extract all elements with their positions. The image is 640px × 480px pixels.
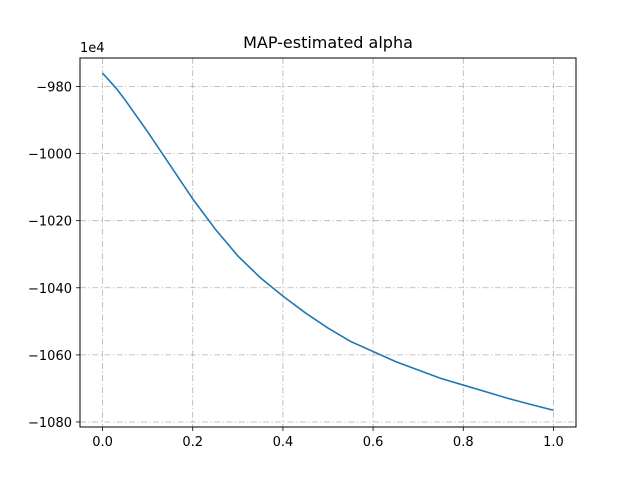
plot-frame (79, 57, 577, 428)
y-tick-label: −980 (36, 81, 72, 96)
y-offset-label: 1e4 (80, 41, 105, 56)
y-tick-label: −1080 (28, 416, 72, 431)
x-tick-label: 0.6 (363, 435, 384, 450)
y-tick-label: −1060 (28, 349, 72, 364)
x-tick-label: 0.2 (182, 435, 203, 450)
y-tick-label: −1020 (28, 215, 72, 230)
y-tick-label: −1000 (28, 148, 72, 163)
x-tick-label: 0.0 (92, 435, 113, 450)
y-axis: −980 −1000 −1020 −1040 −1060 −1080 (28, 81, 80, 431)
x-tick-label: 1.0 (543, 435, 564, 450)
chart-title: MAP-estimated alpha (243, 33, 413, 52)
x-axis: 0.0 0.2 0.4 0.6 0.8 1.0 (92, 427, 564, 450)
x-tick-label: 0.8 (453, 435, 474, 450)
y-tick-label: −1040 (28, 282, 72, 297)
x-tick-label: 0.4 (273, 435, 294, 450)
series-line (101, 72, 554, 412)
